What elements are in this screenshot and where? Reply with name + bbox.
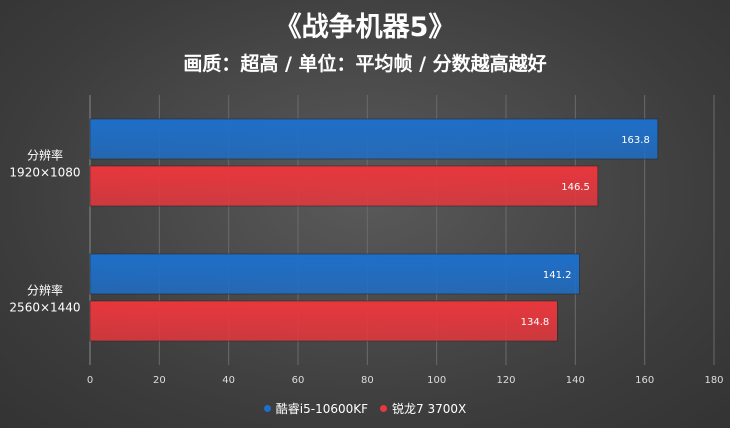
x-tick-label-180: 180 [704,375,723,386]
bar-series-1-cat-1 [89,118,659,160]
x-tick-label-60: 60 [292,375,305,386]
chart-subtitle: 画质：超高 / 单位：平均帧 / 分数越高越好 [183,52,546,75]
bar-series-2-cat-1 [89,165,599,207]
legend-item-series-2: 锐龙7 3700X [380,400,466,417]
x-tick-label-120: 120 [496,375,515,386]
legend-label-series-2: 锐龙7 3700X [392,401,467,416]
category-label-2-line-2: 2560×1440 [9,301,80,315]
x-tick-label-160: 160 [635,375,654,386]
x-tick-label-80: 80 [361,375,374,386]
legend: 酷睿i5-10600KF 锐龙7 3700X [0,398,730,418]
chart-title: 《战争机器5》 [275,12,456,43]
legend-item-series-1: 酷睿i5-10600KF [263,400,369,417]
category-label-1-line-2: 1920×1080 [9,166,80,180]
x-tick-label-140: 140 [566,375,585,386]
bar-series-2-cat-2 [89,300,558,342]
data-label-series-2-cat-2: 134.8 [521,317,550,328]
x-tick-label-20: 20 [153,375,166,386]
data-label-series-1-cat-1: 163.8 [621,135,650,146]
x-axis-ticks: 0 20 40 60 80 100 120 140 160 180 [87,375,724,386]
data-label-series-1-cat-2: 141.2 [543,270,572,281]
x-tick-label-100: 100 [427,375,446,386]
legend-label-series-1: 酷睿i5-10600KF [275,401,369,416]
x-tick-label-0: 0 [87,375,93,386]
bars: 163.8 146.5 141.2 134.8 [89,118,659,342]
legend-marker-series-1 [263,404,271,412]
legend-marker-series-2 [380,404,388,412]
category-label-1-line-1: 分辨率 [27,148,63,163]
bar-series-1-cat-2 [89,253,580,295]
x-tick-label-40: 40 [222,375,235,386]
category-labels: 分辨率 1920×1080 分辨率 2560×1440 [9,148,80,315]
category-label-2-line-1: 分辨率 [27,283,63,298]
data-label-series-2-cat-1: 146.5 [561,182,590,193]
